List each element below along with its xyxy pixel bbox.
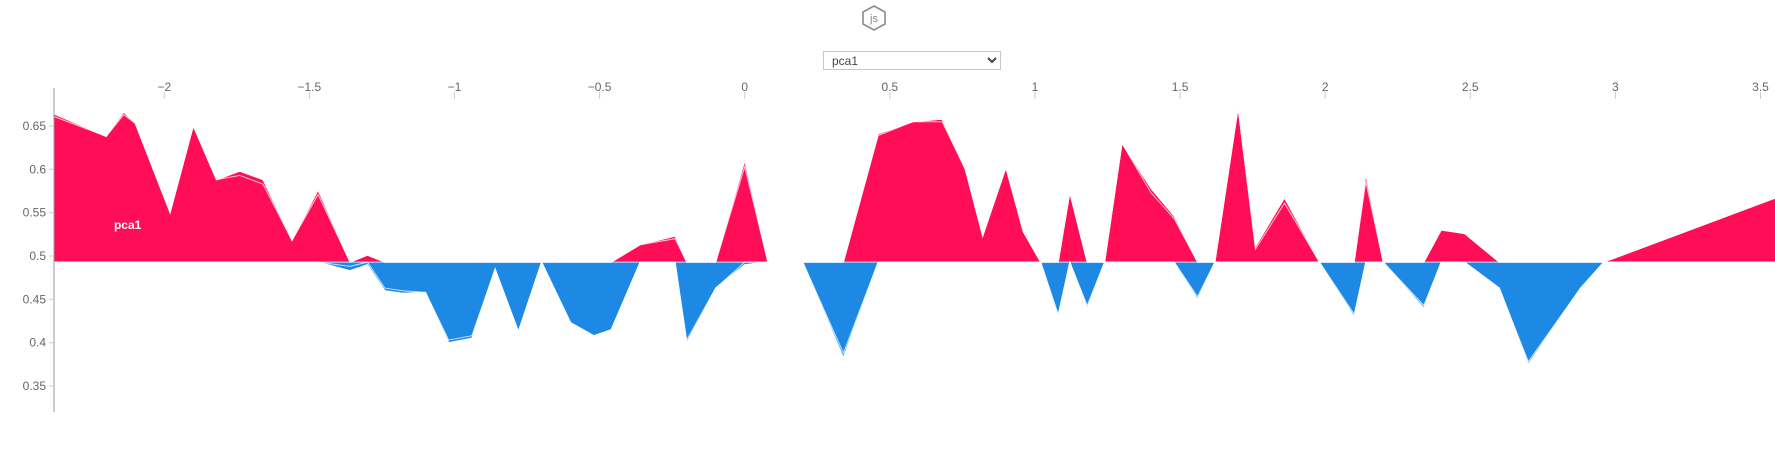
positive-area-series-0 xyxy=(53,107,1775,263)
x-tick-label: −2 xyxy=(157,80,171,94)
y-tick-label: 0.65 xyxy=(23,119,47,133)
x-tick-label: 1 xyxy=(1032,80,1039,94)
x-tick-label: −0.5 xyxy=(588,80,612,94)
y-tick-label: 0.4 xyxy=(29,336,46,350)
positive-boundary-3 xyxy=(53,107,1775,263)
js-hexagon-icon: js xyxy=(862,5,886,31)
negative-boundary-0 xyxy=(54,260,1775,363)
js-badge-text: js xyxy=(869,13,878,25)
x-tick-label: −1.5 xyxy=(298,80,322,94)
separator-lines xyxy=(53,107,1775,366)
y-tick-label: 0.55 xyxy=(23,206,47,220)
y-tick-label: 0.6 xyxy=(29,162,46,176)
x-tick-label: −1 xyxy=(448,80,462,94)
negative-area-series-0 xyxy=(54,261,1775,363)
area-layers xyxy=(53,107,1775,365)
x-tick-label: 0.5 xyxy=(881,80,898,94)
y-tick-label: 0.35 xyxy=(23,379,47,393)
y-tick-label: 0.5 xyxy=(29,249,46,263)
feature-labels: pca1 xyxy=(114,218,142,232)
x-tick-label: 3.5 xyxy=(1752,80,1769,94)
feature-label-pca1: pca1 xyxy=(114,218,142,232)
x-tick-label: 1.5 xyxy=(1172,80,1189,94)
x-tick-label: 2.5 xyxy=(1462,80,1479,94)
x-tick-label: 2 xyxy=(1322,80,1329,94)
x-tick-label: 3 xyxy=(1612,80,1619,94)
y-tick-label: 0.45 xyxy=(23,292,47,306)
negative-boundary-3 xyxy=(54,260,1775,366)
feature-select[interactable]: pca1 xyxy=(823,51,1001,70)
x-tick-label: 0 xyxy=(741,80,748,94)
axes: −2 −1.5 −1 −0.5 0 0.5 1 1.5 2 2.5 3 3.5 0.35 0.4 0.45 0… xyxy=(23,80,1769,412)
